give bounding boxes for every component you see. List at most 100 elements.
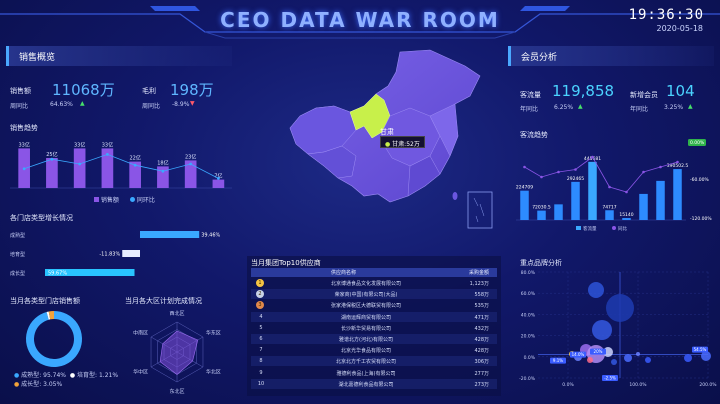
brand-bubble[interactable] xyxy=(645,357,651,363)
traffic-yoy-point xyxy=(625,190,628,194)
sales-bar-label: 23亿 xyxy=(185,153,196,160)
traffic-bar xyxy=(554,204,563,220)
revenue-yoy-value: 64.63% xyxy=(50,101,73,108)
scatter-annotation-badge xyxy=(590,348,606,355)
scatter-y-tick: 20.0% xyxy=(521,334,536,340)
traffic-bar-label: 74717 xyxy=(602,204,616,210)
ratio-point xyxy=(78,162,82,166)
brand-bubble[interactable] xyxy=(606,294,634,322)
supplier-row[interactable]: 5 长沙新华贸易有限公司 432万 xyxy=(251,323,497,333)
supplier-row[interactable]: 4 湖南运辉商贸有限公司 471万 xyxy=(251,311,497,322)
supplier-row[interactable]: 1 北京博通食品文化发展有限公司 1,123万 xyxy=(251,278,497,288)
scatter-annotation: 20% xyxy=(594,349,603,354)
scatter-x-tick: 100.0% xyxy=(629,382,647,388)
supplier-row[interactable]: 3 张家港保税区大德联贸有限公司 535万 xyxy=(251,300,497,310)
scatter-annotation: 54.5% xyxy=(694,347,707,352)
radar-value-area xyxy=(159,330,199,375)
scatter-y-tick: 0.0% xyxy=(524,355,536,361)
traffic-trend-title: 客流趋势 xyxy=(520,131,548,139)
traffic-bar-label: 390502.5 xyxy=(667,163,689,169)
supplier-name: 北京北方千工农贸有限公司 xyxy=(335,359,396,366)
legend-yoy-swatch xyxy=(612,226,616,230)
profit-value: 198万 xyxy=(170,81,214,99)
brand-bubble[interactable] xyxy=(592,320,612,340)
traffic-yoy-point xyxy=(540,175,543,179)
header-bar: CEO DATA WAR ROOM 19:36:30 2020-05-18 xyxy=(0,0,720,40)
sales-bar-label: 7亿 xyxy=(214,173,222,180)
brand-bubble[interactable] xyxy=(636,352,640,356)
brand-bubble[interactable] xyxy=(701,351,711,361)
store-growth-bar xyxy=(45,269,135,276)
brand-bubble[interactable] xyxy=(587,357,593,363)
new-member-up-arrow-icon: ▲ xyxy=(688,103,693,110)
supplier-row[interactable]: 7 北京光华食品有限公司 428万 xyxy=(251,345,497,355)
map-south xyxy=(407,155,441,197)
medal-icon: 1 xyxy=(256,279,264,287)
traffic-bar xyxy=(622,218,631,220)
radar-label: 华中区 xyxy=(133,369,148,376)
sales-bar-label: 18亿 xyxy=(157,159,168,166)
legend-sales: 销售额 xyxy=(94,195,119,204)
supplier-amount: 273万 xyxy=(474,381,489,388)
new-member-yoy-label: 年同比 xyxy=(630,106,649,113)
radar-label: 中南区 xyxy=(133,330,148,337)
brand-scatter-chart: 80.0% 60.0% 40.0% 20.0% 0.0% -20.0% 0.0% 100.0%… xyxy=(519,270,717,388)
radar-label: 华北区 xyxy=(206,369,221,376)
store-type-label: 成长型 xyxy=(10,270,25,277)
brand-bubble[interactable] xyxy=(611,359,617,365)
traffic-bar-label: 72030.5 xyxy=(532,205,551,211)
traffic-bar xyxy=(571,181,580,220)
rank-number: 7 xyxy=(259,347,263,354)
china-map[interactable] xyxy=(280,46,500,236)
traffic-yoy-point xyxy=(676,160,679,164)
sales-panel-title: 销售概览 xyxy=(6,46,232,66)
store-growth-label: 59.67% xyxy=(48,271,67,277)
medal-icon: 2 xyxy=(256,290,264,299)
traffic-bar xyxy=(537,210,546,220)
map-tibet xyxy=(307,145,357,179)
rank-number: 6 xyxy=(259,336,263,342)
member-panel-title: 会员分析 xyxy=(508,46,714,66)
supplier-name: 雅德利食品(上海)有限公司 xyxy=(336,370,396,377)
col-amount-header: 采购金额 xyxy=(468,270,489,276)
new-member-yoy-value: 3.25% xyxy=(664,104,684,111)
supplier-row[interactable]: 8 北京北方千工农贸有限公司 306万 xyxy=(251,356,497,367)
scatter-annotation-badge xyxy=(692,346,708,353)
traffic-bar xyxy=(656,180,665,220)
supplier-amount: 432万 xyxy=(474,325,489,332)
supplier-amount: 471万 xyxy=(474,314,489,321)
legend-traffic-swatch xyxy=(576,226,581,230)
traffic-yoy-point xyxy=(608,185,611,189)
y2-tick: -120.00% xyxy=(690,216,712,222)
supplier-table-panel xyxy=(247,256,501,396)
supplier-row[interactable]: 10 湖北嘉德利食品有限公司 273万 xyxy=(251,378,497,389)
sales-bar xyxy=(157,166,169,188)
brand-bubble[interactable] xyxy=(588,282,604,298)
scatter-x-tick: 0.0% xyxy=(562,382,574,388)
supplier-row[interactable]: 9 雅德利食品(上海)有限公司 277万 xyxy=(251,368,497,378)
scatter-y-tick: 80.0% xyxy=(521,270,536,276)
scatter-annotation: 14.0% xyxy=(572,352,585,357)
radar-label: 西北区 xyxy=(169,310,184,317)
traffic-yoy-label: 年同比 xyxy=(520,106,539,113)
revenue-yoy-label: 周同比 xyxy=(10,103,29,110)
brand-bubble[interactable] xyxy=(684,354,692,362)
supplier-row[interactable]: 2 荣家商(中国)有限公司(大品) 558万 xyxy=(251,289,497,300)
map-gansu-highlight[interactable] xyxy=(349,93,391,139)
sales-trend-title: 销售趋势 xyxy=(10,124,38,132)
brand-bubble[interactable] xyxy=(624,354,632,362)
supplier-name: 长沙新华贸易有限公司 xyxy=(340,325,391,332)
medal-icon: 3 xyxy=(256,301,264,310)
y2-tick: 0.00% xyxy=(690,140,705,146)
supplier-amount: 535万 xyxy=(474,303,489,310)
traffic-bar xyxy=(639,193,648,220)
donut-legend: ● 成熟型: 95.74% ● 培育型: 1.21% ● 成长型: 3.05% xyxy=(14,372,119,388)
supplier-row[interactable]: 6 雅谱北方(河北)有限公司 428万 xyxy=(251,334,497,344)
store-growth-label: -11.83% xyxy=(99,252,120,258)
legend-traffic: 客流量 xyxy=(583,225,597,232)
sales-trend-chart: 33亿 25亿 33亿 33亿 22亿 18亿 23亿 7亿 xyxy=(10,141,232,189)
supplier-name: 北京博通食品文化发展有限公司 xyxy=(330,281,401,287)
ratio-point xyxy=(50,157,54,161)
supplier-amount: 558万 xyxy=(474,292,489,299)
sales-bar xyxy=(184,160,197,188)
